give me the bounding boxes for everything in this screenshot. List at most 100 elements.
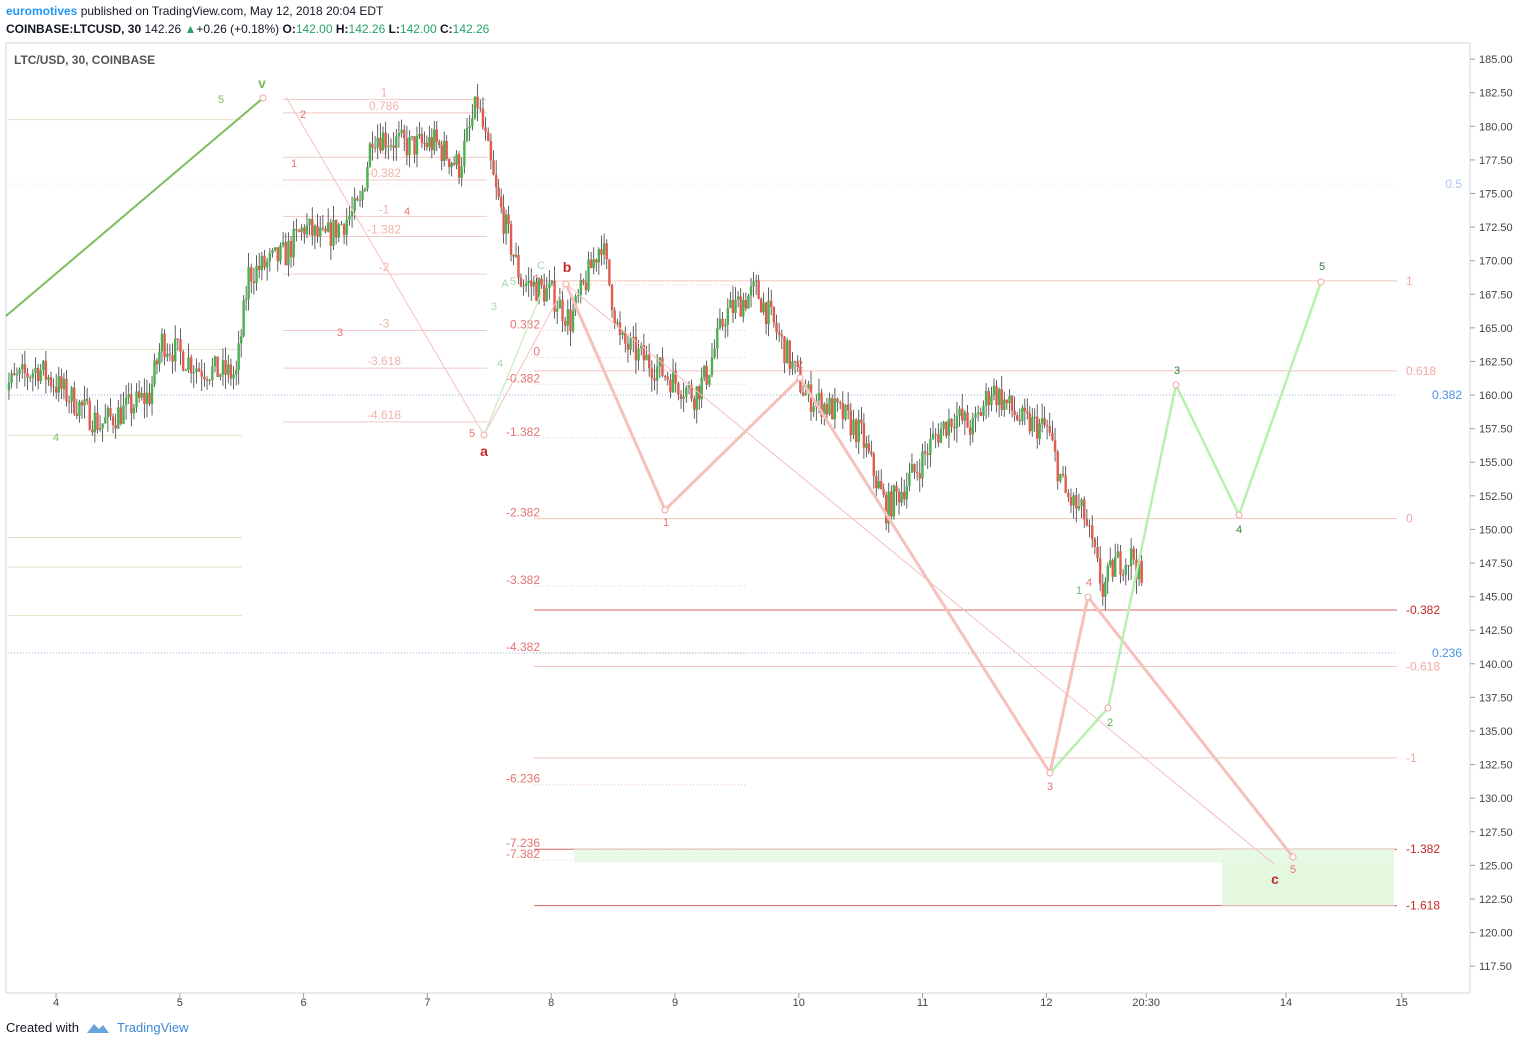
candle-body — [749, 286, 753, 296]
y-tick-label: 157.50 — [1479, 424, 1513, 436]
candle-body — [1072, 495, 1075, 506]
candle-body — [514, 255, 518, 257]
candle-body — [463, 140, 466, 167]
candle-body — [1028, 413, 1031, 432]
candle-body — [865, 443, 868, 448]
wave-label: 1 — [1076, 585, 1082, 597]
candle-body — [67, 401, 71, 403]
candle-body — [921, 451, 924, 479]
candle-body — [757, 280, 760, 299]
candle-body — [160, 333, 164, 352]
candle-body — [213, 356, 217, 367]
candle-body — [239, 336, 243, 344]
candle-body — [872, 453, 875, 477]
publish-info: euromotives published on TradingView.com… — [6, 4, 383, 18]
x-tick-label: 15 — [1396, 997, 1408, 1009]
candle-body — [21, 364, 24, 370]
candle-body — [363, 188, 367, 191]
candle-body — [457, 154, 461, 178]
y-tick-label: 160.00 — [1479, 390, 1513, 402]
candle-body — [685, 387, 688, 397]
candle-body — [772, 307, 776, 323]
candle-body — [1132, 548, 1135, 560]
fib-level-label: -0.382 — [367, 166, 401, 180]
wave-label: 4 — [404, 206, 410, 218]
candle-body — [655, 366, 659, 381]
candle-body — [1116, 551, 1120, 558]
candle-body — [268, 253, 272, 262]
candle-body — [589, 259, 593, 269]
candle-body — [895, 485, 898, 492]
candle-body — [762, 302, 765, 313]
y-tick-label: 172.50 — [1479, 222, 1513, 234]
candle-body — [130, 394, 133, 414]
candle-body — [34, 367, 37, 374]
candle-body — [545, 288, 548, 302]
candle-body — [395, 136, 398, 149]
candle-body — [990, 395, 993, 406]
candle-body — [1023, 407, 1027, 412]
candle-body — [70, 387, 73, 402]
high-value: 142.26 — [348, 22, 386, 36]
candle-body — [579, 279, 582, 296]
candle-body — [476, 96, 479, 108]
candle-body — [984, 391, 988, 406]
candle-body — [634, 336, 638, 361]
candle-body — [616, 322, 619, 324]
candle-body — [300, 227, 303, 232]
candle-body — [1119, 551, 1122, 575]
fib-level-label: -1.382 — [367, 222, 401, 236]
candle-body — [78, 401, 81, 416]
candle-body — [62, 378, 66, 389]
candle-body — [187, 357, 190, 371]
candle-body — [1069, 497, 1073, 506]
candle-body — [98, 428, 102, 431]
candle-body — [860, 419, 863, 424]
candle-body — [460, 166, 463, 178]
fib-level-label: 1 — [381, 85, 388, 99]
candle-body — [471, 118, 474, 127]
candle-body — [785, 340, 789, 364]
fib-level-label: -4.382 — [506, 640, 540, 654]
candle-body — [705, 365, 708, 385]
candle-body — [232, 374, 235, 379]
candle-body — [804, 393, 807, 396]
publisher-name[interactable]: euromotives — [6, 4, 78, 18]
candle-body — [1085, 519, 1089, 526]
candle-body — [195, 368, 198, 372]
candle-body — [1098, 558, 1102, 584]
candle-body — [400, 129, 403, 134]
candle-body — [297, 230, 301, 232]
candle-body — [632, 336, 635, 339]
candle-body — [495, 174, 498, 188]
candle-body — [428, 137, 431, 148]
candle-body — [255, 265, 258, 283]
candle-body — [443, 141, 446, 161]
candle-body — [702, 365, 706, 378]
candle-body — [926, 453, 929, 456]
tradingview-brand[interactable]: TradingView — [116, 1020, 189, 1035]
y-tick-label: 137.50 — [1479, 692, 1513, 704]
x-tick-label: 7 — [424, 997, 430, 1009]
candle-body — [780, 334, 784, 337]
candle-body — [1127, 564, 1130, 567]
candle-body — [890, 491, 893, 517]
candle-body — [271, 250, 274, 254]
candle-body — [571, 310, 575, 332]
candle-body — [205, 379, 209, 381]
candle-body — [452, 163, 456, 165]
candle-body — [303, 227, 306, 235]
candle-body — [942, 421, 945, 429]
candle-body — [392, 145, 395, 149]
right-level-label: 0.236 — [1432, 646, 1462, 660]
candle-body — [875, 476, 878, 489]
candle-body — [1031, 417, 1034, 432]
candle-body — [754, 280, 758, 282]
candle-body — [542, 284, 546, 302]
right-level-label: -1.618 — [1406, 899, 1440, 913]
candle-body — [1140, 560, 1143, 583]
candle-body — [695, 386, 698, 410]
candle-body — [650, 368, 654, 379]
candle-body — [15, 374, 19, 376]
